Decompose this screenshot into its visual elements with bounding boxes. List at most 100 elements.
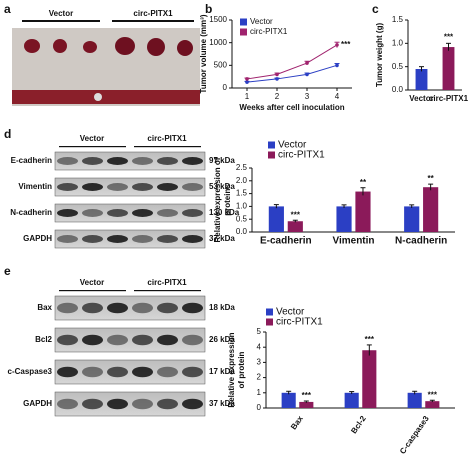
legend-swatch (268, 141, 275, 149)
y-tick-label: 2.0 (236, 176, 248, 185)
band (82, 183, 103, 191)
blot-strip (54, 359, 206, 385)
band (132, 302, 153, 314)
legend-swatch (266, 308, 273, 316)
bar (344, 392, 359, 408)
blot-strip (54, 151, 206, 171)
point (275, 77, 279, 81)
band (57, 398, 78, 410)
bar (281, 392, 296, 408)
bar (299, 401, 314, 408)
y-axis-label: of protein (237, 351, 246, 388)
y-tick-label: 1.0 (392, 38, 404, 47)
y-axis-label: proteins (223, 184, 232, 216)
y-tick-label: 0 (257, 403, 262, 412)
size-label: 130 kDa (209, 208, 240, 217)
protein-label: Vimentin (18, 182, 52, 191)
band (57, 334, 78, 346)
band (157, 302, 178, 314)
y-tick-label: 0.0 (236, 227, 248, 236)
point (275, 72, 279, 77)
bar (336, 206, 352, 232)
group-label: circ-PITX1 (133, 9, 173, 18)
point (305, 72, 309, 77)
legend-swatch (240, 28, 247, 36)
band (157, 398, 178, 410)
band (157, 209, 178, 217)
tumor (53, 39, 67, 53)
band (107, 366, 128, 378)
bar (355, 191, 371, 232)
y-tick-label: 5 (257, 327, 262, 336)
band (132, 334, 153, 346)
y-tick-label: 1 (257, 388, 262, 397)
y-tick-label: 500 (214, 60, 228, 69)
panel-label: c (372, 2, 379, 16)
protein-label: GAPDH (23, 399, 52, 408)
size-label: 97 kDa (209, 156, 235, 165)
legend-label: Vector (250, 17, 273, 26)
panel-label: a (4, 2, 11, 16)
group-bar (59, 146, 126, 148)
y-tick-label: 1.5 (236, 189, 248, 198)
blot-strip (54, 203, 206, 223)
significance: *** (302, 391, 312, 400)
ruler-mark (94, 93, 102, 101)
tumor (147, 38, 165, 56)
band (82, 398, 103, 410)
panel-label: b (205, 2, 212, 16)
point (335, 43, 339, 47)
y-tick-label: 1.5 (392, 15, 404, 24)
bar (442, 47, 455, 90)
y-tick-label: 2 (257, 373, 262, 382)
legend-swatch (240, 18, 247, 26)
band (57, 157, 78, 165)
tumor (83, 41, 97, 53)
size-label: 37 kDa (209, 234, 235, 243)
point (245, 77, 249, 81)
band (57, 209, 78, 217)
protein-label: c-Caspase3 (8, 367, 53, 376)
bar (423, 187, 439, 232)
size-label: 18 kDa (209, 303, 235, 312)
protein-label: N-cadherin (10, 208, 52, 217)
x-tick-label: 3 (305, 92, 310, 101)
tumor (24, 39, 40, 53)
protein-label: E-cadherin (11, 156, 52, 165)
group-label: circ-PITX1 (147, 278, 187, 287)
significance: *** (365, 335, 375, 344)
band (57, 366, 78, 378)
y-axis-label: Tumor weight (g) (375, 23, 384, 88)
blot-strip (54, 391, 206, 417)
bar (268, 206, 284, 232)
bar (407, 392, 422, 408)
y-tick-label: 1500 (209, 15, 227, 24)
band (182, 183, 203, 191)
y-tick-label: 0 (223, 83, 228, 92)
line (246, 44, 338, 80)
legend-label: Vector (278, 140, 307, 151)
legend-label: circ-PITX1 (250, 27, 288, 36)
band (132, 366, 153, 378)
y-tick-label: 0.5 (392, 62, 404, 71)
x-tick-label: Bax (289, 414, 305, 432)
y-tick-label: 3 (257, 358, 262, 367)
group-bar (59, 290, 126, 292)
band (182, 157, 203, 165)
band (82, 157, 103, 165)
blot-strip (54, 177, 206, 197)
group-label: Vector (80, 278, 104, 287)
band (132, 235, 153, 243)
bar (362, 350, 377, 408)
band (82, 334, 103, 346)
y-tick-label: 0.5 (236, 214, 248, 223)
band (132, 157, 153, 165)
x-tick-label: Bcl-2 (349, 414, 368, 436)
group-label: circ-PITX1 (147, 134, 187, 143)
band (107, 302, 128, 314)
band (157, 157, 178, 165)
band (182, 302, 203, 314)
y-tick-label: 2.5 (236, 163, 248, 172)
y-axis-label: Tumor volume (mm³) (199, 14, 208, 93)
group-bar (134, 290, 201, 292)
